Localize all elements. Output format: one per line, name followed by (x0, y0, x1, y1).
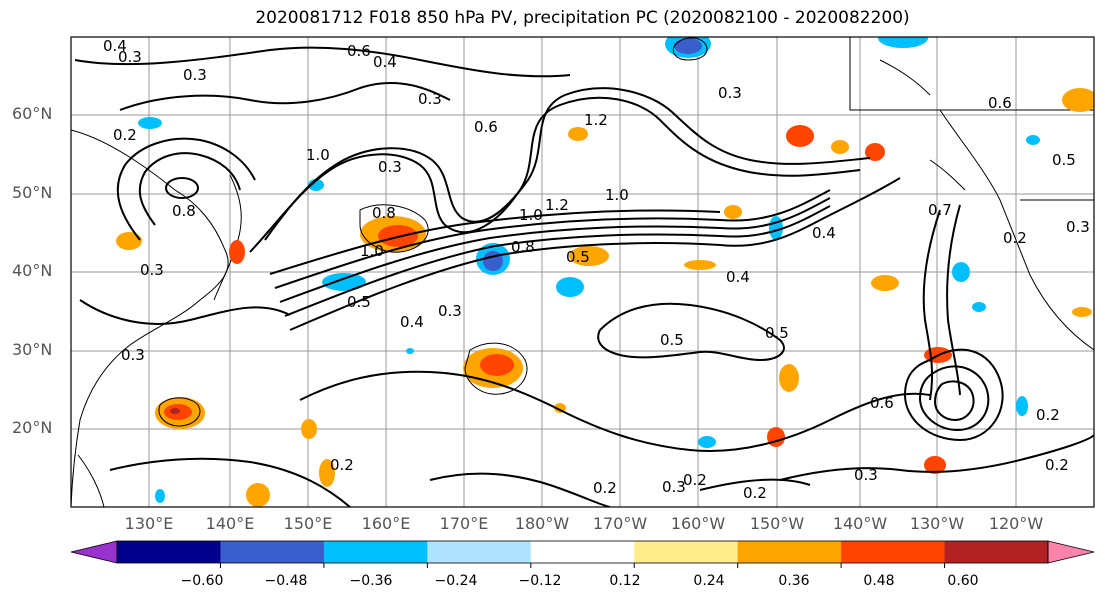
pv-contours (74, 46, 1094, 507)
colorbar-extend-max (1047, 540, 1095, 564)
contour-label: 1.0 (519, 206, 543, 224)
colorbar-tick-label: −0.24 (434, 573, 478, 589)
contour-label: 0.8 (372, 204, 396, 222)
pc-shading (116, 37, 1094, 507)
colorbar-segment (323, 541, 428, 563)
contour-label: 0.8 (511, 238, 535, 256)
contour-label: 1.2 (545, 196, 569, 214)
contour-label: 0.6 (474, 118, 498, 136)
graticule (71, 37, 1094, 507)
contour-label: 0.5 (347, 293, 371, 311)
lon-label: 170°W (592, 514, 648, 533)
colorbar-segment (530, 541, 635, 563)
lat-label-60n: 60°N (12, 104, 53, 123)
colorbar (70, 540, 1095, 568)
colorbar-segment (117, 541, 221, 563)
colorbar-tick-label: 0.36 (778, 573, 810, 589)
contour-label: 0.3 (662, 478, 686, 496)
contour-label: 1.2 (584, 111, 608, 129)
contour-label: 0.5 (660, 331, 684, 349)
lon-label: 160°W (670, 514, 726, 533)
contour-label: 0.3 (1066, 218, 1090, 236)
contour-label: 0.2 (1003, 229, 1027, 247)
colorbar-segment (944, 541, 1049, 563)
figure-title: 2020081712 F018 850 hPa PV, precipitatio… (255, 8, 910, 28)
lon-label: 140°E (205, 514, 255, 533)
contour-label: 1.0 (605, 186, 629, 204)
colorbar-outline (116, 540, 1049, 564)
lon-label: 130°E (124, 514, 174, 533)
colorbar-tick-label: −0.60 (180, 573, 224, 589)
colorbar-tick-label: 0.48 (863, 573, 895, 589)
contour-label: 0.3 (854, 466, 878, 484)
lon-label: 170°E (439, 514, 489, 533)
coastlines (71, 37, 1094, 507)
lat-label-30n: 30°N (12, 340, 53, 359)
lon-label: 160°E (361, 514, 411, 533)
lat-label-40n: 40°N (12, 261, 53, 280)
colorbar-segment (841, 541, 946, 563)
contour-label: 0.3 (718, 84, 742, 102)
contour-label: 1.0 (360, 242, 384, 260)
lat-label-20n: 20°N (12, 418, 53, 437)
contour-label: 0.5 (1052, 151, 1076, 169)
contour-label: 0.2 (593, 479, 617, 497)
colorbar-tick-label: −0.12 (518, 573, 562, 589)
contour-label: 0.5 (765, 324, 789, 342)
contour-label: 0.3 (183, 66, 207, 84)
contour-label: 0.2 (1045, 456, 1069, 474)
contour-label: 0.2 (330, 456, 354, 474)
contour-label: 0.3 (140, 261, 164, 279)
contour-label: 0.3 (378, 158, 402, 176)
colorbar-tick-label: 0.24 (693, 573, 725, 589)
contour-label: 0.2 (1036, 406, 1060, 424)
pv-thin-contours (158, 37, 708, 427)
contour-label: 0.8 (172, 202, 196, 220)
lon-label: 150°W (749, 514, 805, 533)
colorbar-tick-label: 0.12 (609, 573, 641, 589)
contour-label: 0.6 (347, 42, 371, 60)
contour-label: 0.2 (743, 484, 767, 502)
contour-label: 0.5 (566, 248, 590, 266)
contour-label: 0.2 (113, 126, 137, 144)
contour-label: 0.4 (812, 224, 836, 242)
contour-labels: 0.4 0.3 0.3 0.6 0.4 0.3 0.2 1.0 0.3 0.6 … (103, 37, 1090, 502)
contour-label: 0.3 (121, 346, 145, 364)
contour-label: 0.2 (683, 471, 707, 489)
contour-label: 1.0 (306, 146, 330, 164)
colorbar-extend-min (70, 540, 118, 564)
lat-label-50n: 50°N (12, 183, 53, 202)
colorbar-segment (220, 541, 325, 563)
contour-label: 0.3 (418, 90, 442, 108)
lon-label: 140°W (832, 514, 888, 533)
contour-label: 0.4 (400, 313, 424, 331)
colorbar-tick-label: 0.60 (947, 573, 979, 589)
colorbar-segment (737, 541, 842, 563)
lon-label: 120°W (988, 514, 1044, 533)
colorbar-tick-label: −0.36 (349, 573, 393, 589)
contour-label: 0.6 (870, 394, 894, 412)
contour-label: 0.3 (118, 48, 142, 66)
lon-label: 130°W (909, 514, 965, 533)
contour-label: 0.7 (928, 201, 952, 219)
map-frame (70, 36, 1095, 508)
colorbar-segment (634, 541, 739, 563)
lon-label: 180°W (514, 514, 570, 533)
contour-label: 0.4 (373, 53, 397, 71)
colorbar-segment (427, 541, 532, 563)
contour-label: 0.4 (103, 37, 127, 55)
lon-label: 150°E (283, 514, 333, 533)
contour-label: 0.4 (726, 268, 750, 286)
colorbar-tick-label: −0.48 (264, 573, 308, 589)
contour-label: 0.6 (988, 94, 1012, 112)
contour-label: 0.3 (438, 302, 462, 320)
